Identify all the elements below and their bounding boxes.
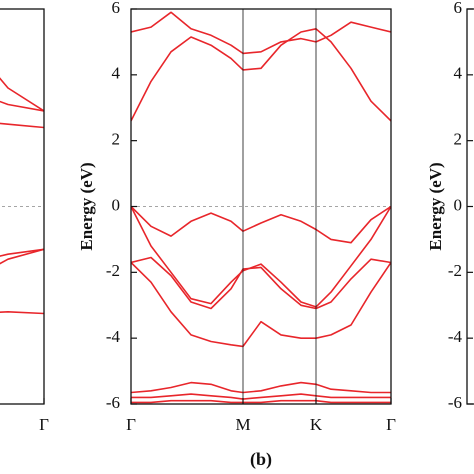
panel-label: (b) bbox=[250, 449, 272, 470]
y-tick-label: 6 bbox=[112, 0, 121, 17]
y-tick-label: -6 bbox=[448, 393, 462, 412]
band-line bbox=[0, 248, 44, 257]
band-line bbox=[131, 11, 391, 55]
band-line bbox=[131, 28, 391, 122]
y-tick-label: 4 bbox=[454, 64, 463, 83]
x-tick-label: Γ bbox=[126, 415, 136, 434]
y-tick-label: 4 bbox=[112, 64, 121, 83]
band-line bbox=[0, 248, 44, 265]
x-tick-label: Γ bbox=[386, 415, 396, 434]
y-tick-label: 2 bbox=[112, 130, 121, 149]
band-line bbox=[131, 399, 391, 404]
x-tick-label: M bbox=[235, 415, 250, 434]
y-axis-label: Energy (eV) bbox=[77, 162, 96, 250]
x-tick-label: K bbox=[310, 415, 323, 434]
band-line bbox=[131, 206, 391, 308]
band-line bbox=[0, 122, 44, 129]
band-line bbox=[131, 393, 391, 400]
y-tick-label: 0 bbox=[112, 195, 121, 214]
y-tick-label: 2 bbox=[454, 130, 463, 149]
y-tick-label: -4 bbox=[106, 327, 121, 346]
band-line bbox=[131, 205, 391, 244]
band-line bbox=[0, 311, 44, 315]
y-tick-label: -6 bbox=[106, 393, 120, 412]
band-line bbox=[0, 77, 44, 112]
band-line bbox=[0, 100, 44, 112]
y-tick-label: -4 bbox=[448, 327, 463, 346]
y-axis-label: Energy (eV) bbox=[426, 162, 445, 250]
band-line bbox=[131, 256, 391, 310]
y-tick-label: -2 bbox=[448, 261, 462, 280]
band-line bbox=[131, 381, 391, 394]
x-tick-label: Γ bbox=[39, 415, 49, 434]
band-line bbox=[131, 261, 391, 348]
y-tick-label: 6 bbox=[454, 0, 463, 17]
y-tick-label: 0 bbox=[454, 195, 463, 214]
y-tick-label: -2 bbox=[106, 261, 120, 280]
